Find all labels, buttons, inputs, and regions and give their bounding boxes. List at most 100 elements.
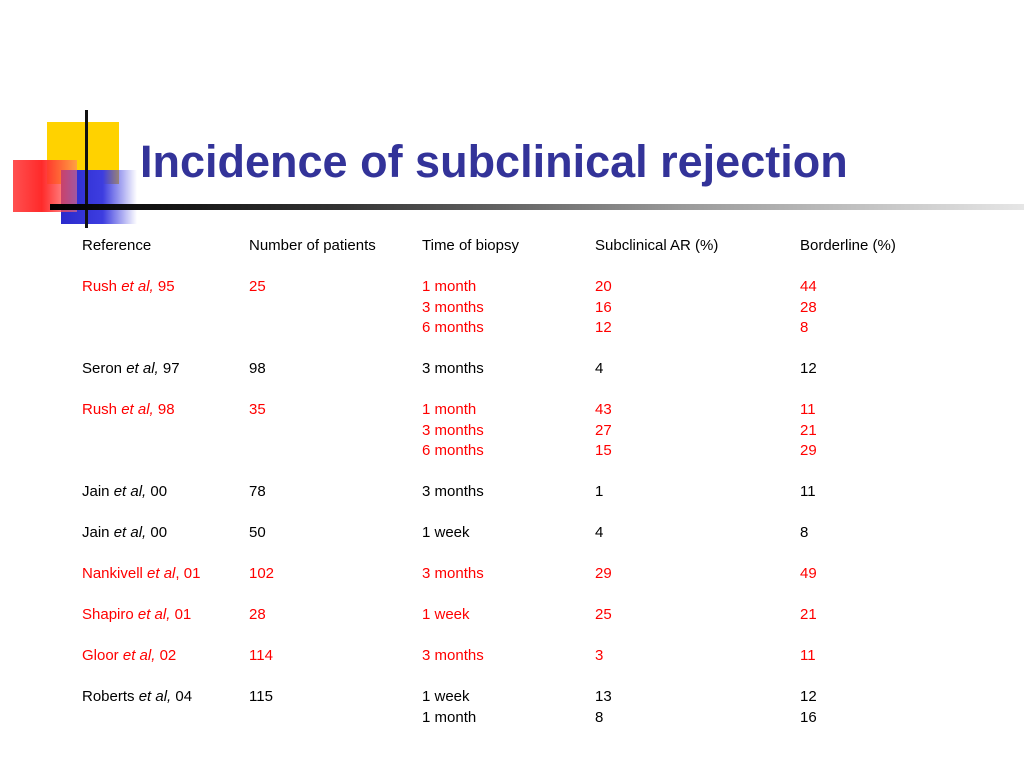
- table-header-row: Reference Number of patients Time of bio…: [82, 236, 982, 257]
- time-cell: 1 week: [422, 688, 470, 705]
- subclinical-ar-cell: 43: [595, 401, 612, 418]
- patients-cell: [249, 298, 422, 319]
- row-spacer: [82, 626, 982, 647]
- reference-year: , 01: [175, 565, 201, 582]
- reference-cell: [82, 318, 249, 339]
- time-cell: 1 month: [422, 278, 477, 295]
- reference-author: Rush: [82, 401, 118, 418]
- reference-cell: Seron et al, 97: [82, 359, 249, 380]
- patients-cell: 102: [249, 565, 275, 582]
- time-cell: 1 week: [422, 524, 470, 541]
- reference-year: 04: [175, 688, 193, 705]
- reference-author: Shapiro: [82, 606, 134, 623]
- reference-cell: Gloor et al, 02: [82, 646, 249, 667]
- reference-etal: et al,: [121, 278, 154, 295]
- row-spacer: [82, 667, 982, 688]
- borderline-cell: 16: [800, 708, 817, 726]
- reference-author: Jain: [82, 524, 110, 541]
- subclinical-ar-cell: 27: [595, 421, 612, 439]
- reference-etal: et al,: [122, 647, 156, 664]
- table-row: Rush et al, 98 35 1 month 43 11: [82, 400, 982, 421]
- reference-etal: et al,: [126, 360, 159, 377]
- slide-title: Incidence of subclinical rejection: [140, 136, 848, 187]
- borderline-cell: 11: [800, 483, 816, 500]
- reference-cell: [82, 421, 249, 442]
- reference-author: Nankivell: [82, 565, 143, 582]
- patients-cell: [249, 421, 422, 442]
- table-row: 6 months 15 29: [82, 441, 982, 462]
- reference-year: 00: [150, 524, 168, 541]
- row-spacer: [82, 503, 982, 524]
- borderline-cell: 11: [800, 401, 816, 418]
- time-cell: 3 months: [422, 565, 484, 582]
- reference-author: Rush: [82, 278, 118, 295]
- table-row: Jain et al, 00 78 3 months 1 11: [82, 482, 982, 503]
- reference-etal: et al,: [121, 401, 154, 418]
- table-row: 3 months 27 21: [82, 421, 982, 442]
- time-cell: 3 months: [422, 647, 484, 664]
- borderline-cell: 29: [800, 442, 817, 459]
- time-cell: 1 week: [422, 606, 470, 623]
- row-spacer: [82, 585, 982, 606]
- reference-cell: Nankivell et al, 01: [82, 564, 249, 585]
- slide-logo-decoration: [0, 0, 160, 240]
- table-row: 3 months 16 28: [82, 298, 982, 319]
- borderline-cell: 12: [800, 688, 817, 705]
- header-borderline: Borderline (%): [800, 237, 896, 254]
- table-row: Shapiro et al, 01 28 1 week 25 21: [82, 605, 982, 626]
- borderline-cell: 8: [800, 319, 809, 336]
- row-spacer: [82, 380, 982, 401]
- subclinical-ar-cell: 29: [595, 565, 612, 582]
- table-row: Roberts et al, 04 115 1 week 13 12: [82, 687, 982, 708]
- table-row: Nankivell et al, 01 102 3 months 29 49: [82, 564, 982, 585]
- patients-cell: [249, 708, 422, 729]
- subclinical-ar-cell: 8: [595, 708, 604, 726]
- patients-cell: 78: [249, 483, 266, 500]
- header-time: Time of biopsy: [422, 237, 519, 254]
- time-cell: 3 months: [422, 483, 484, 500]
- red-square-decoration: [13, 160, 77, 212]
- reference-cell: Jain et al, 00: [82, 523, 249, 544]
- subclinical-ar-cell: 4: [595, 360, 604, 377]
- subclinical-ar-cell: 4: [595, 524, 604, 541]
- reference-year: 02: [159, 647, 177, 664]
- time-cell: 6 months: [422, 442, 484, 459]
- time-cell: 3 months: [422, 421, 484, 439]
- subclinical-ar-cell: 16: [595, 298, 612, 316]
- reference-cell: Roberts et al, 04: [82, 687, 249, 708]
- borderline-cell: 21: [800, 606, 817, 623]
- row-spacer: [82, 462, 982, 483]
- time-cell: 1 month: [422, 708, 477, 726]
- reference-cell: Jain et al, 00: [82, 482, 249, 503]
- reference-etal: et al,: [138, 688, 172, 705]
- time-cell: 6 months: [422, 319, 484, 336]
- borderline-cell: 28: [800, 298, 817, 316]
- patients-cell: [249, 441, 422, 462]
- patients-cell: 115: [249, 688, 273, 705]
- vertical-rule-decoration: [85, 110, 88, 228]
- time-cell: 3 months: [422, 298, 484, 316]
- borderline-cell: 8: [800, 524, 809, 541]
- reference-etal: et al,: [113, 483, 147, 500]
- table-row: Jain et al, 00 50 1 week 4 8: [82, 523, 982, 544]
- patients-cell: 50: [249, 524, 266, 541]
- subclinical-ar-cell: 12: [595, 319, 612, 336]
- patients-cell: 28: [249, 606, 266, 623]
- header-subclinical: Subclinical AR (%): [595, 237, 719, 254]
- reference-year: 95: [157, 278, 175, 295]
- borderline-cell: 21: [800, 421, 817, 439]
- header-patients: Number of patients: [249, 237, 376, 254]
- title-underline-rule: [50, 204, 1024, 210]
- table-body: Rush et al, 95 25 1 month 20 44 3 months 16 28 6…: [82, 257, 982, 729]
- subclinical-ar-cell: 20: [595, 278, 612, 295]
- patients-cell: 98: [249, 360, 266, 377]
- patients-cell: 114: [249, 647, 273, 664]
- reference-author: Roberts: [82, 688, 135, 705]
- borderline-cell: 11: [800, 647, 816, 664]
- patients-cell: [249, 318, 422, 339]
- reference-etal: et al,: [137, 606, 171, 623]
- reference-year: 98: [157, 401, 175, 418]
- patients-cell: 35: [249, 401, 266, 418]
- table-row: Rush et al, 95 25 1 month 20 44: [82, 277, 982, 298]
- reference-author: Gloor: [82, 647, 119, 664]
